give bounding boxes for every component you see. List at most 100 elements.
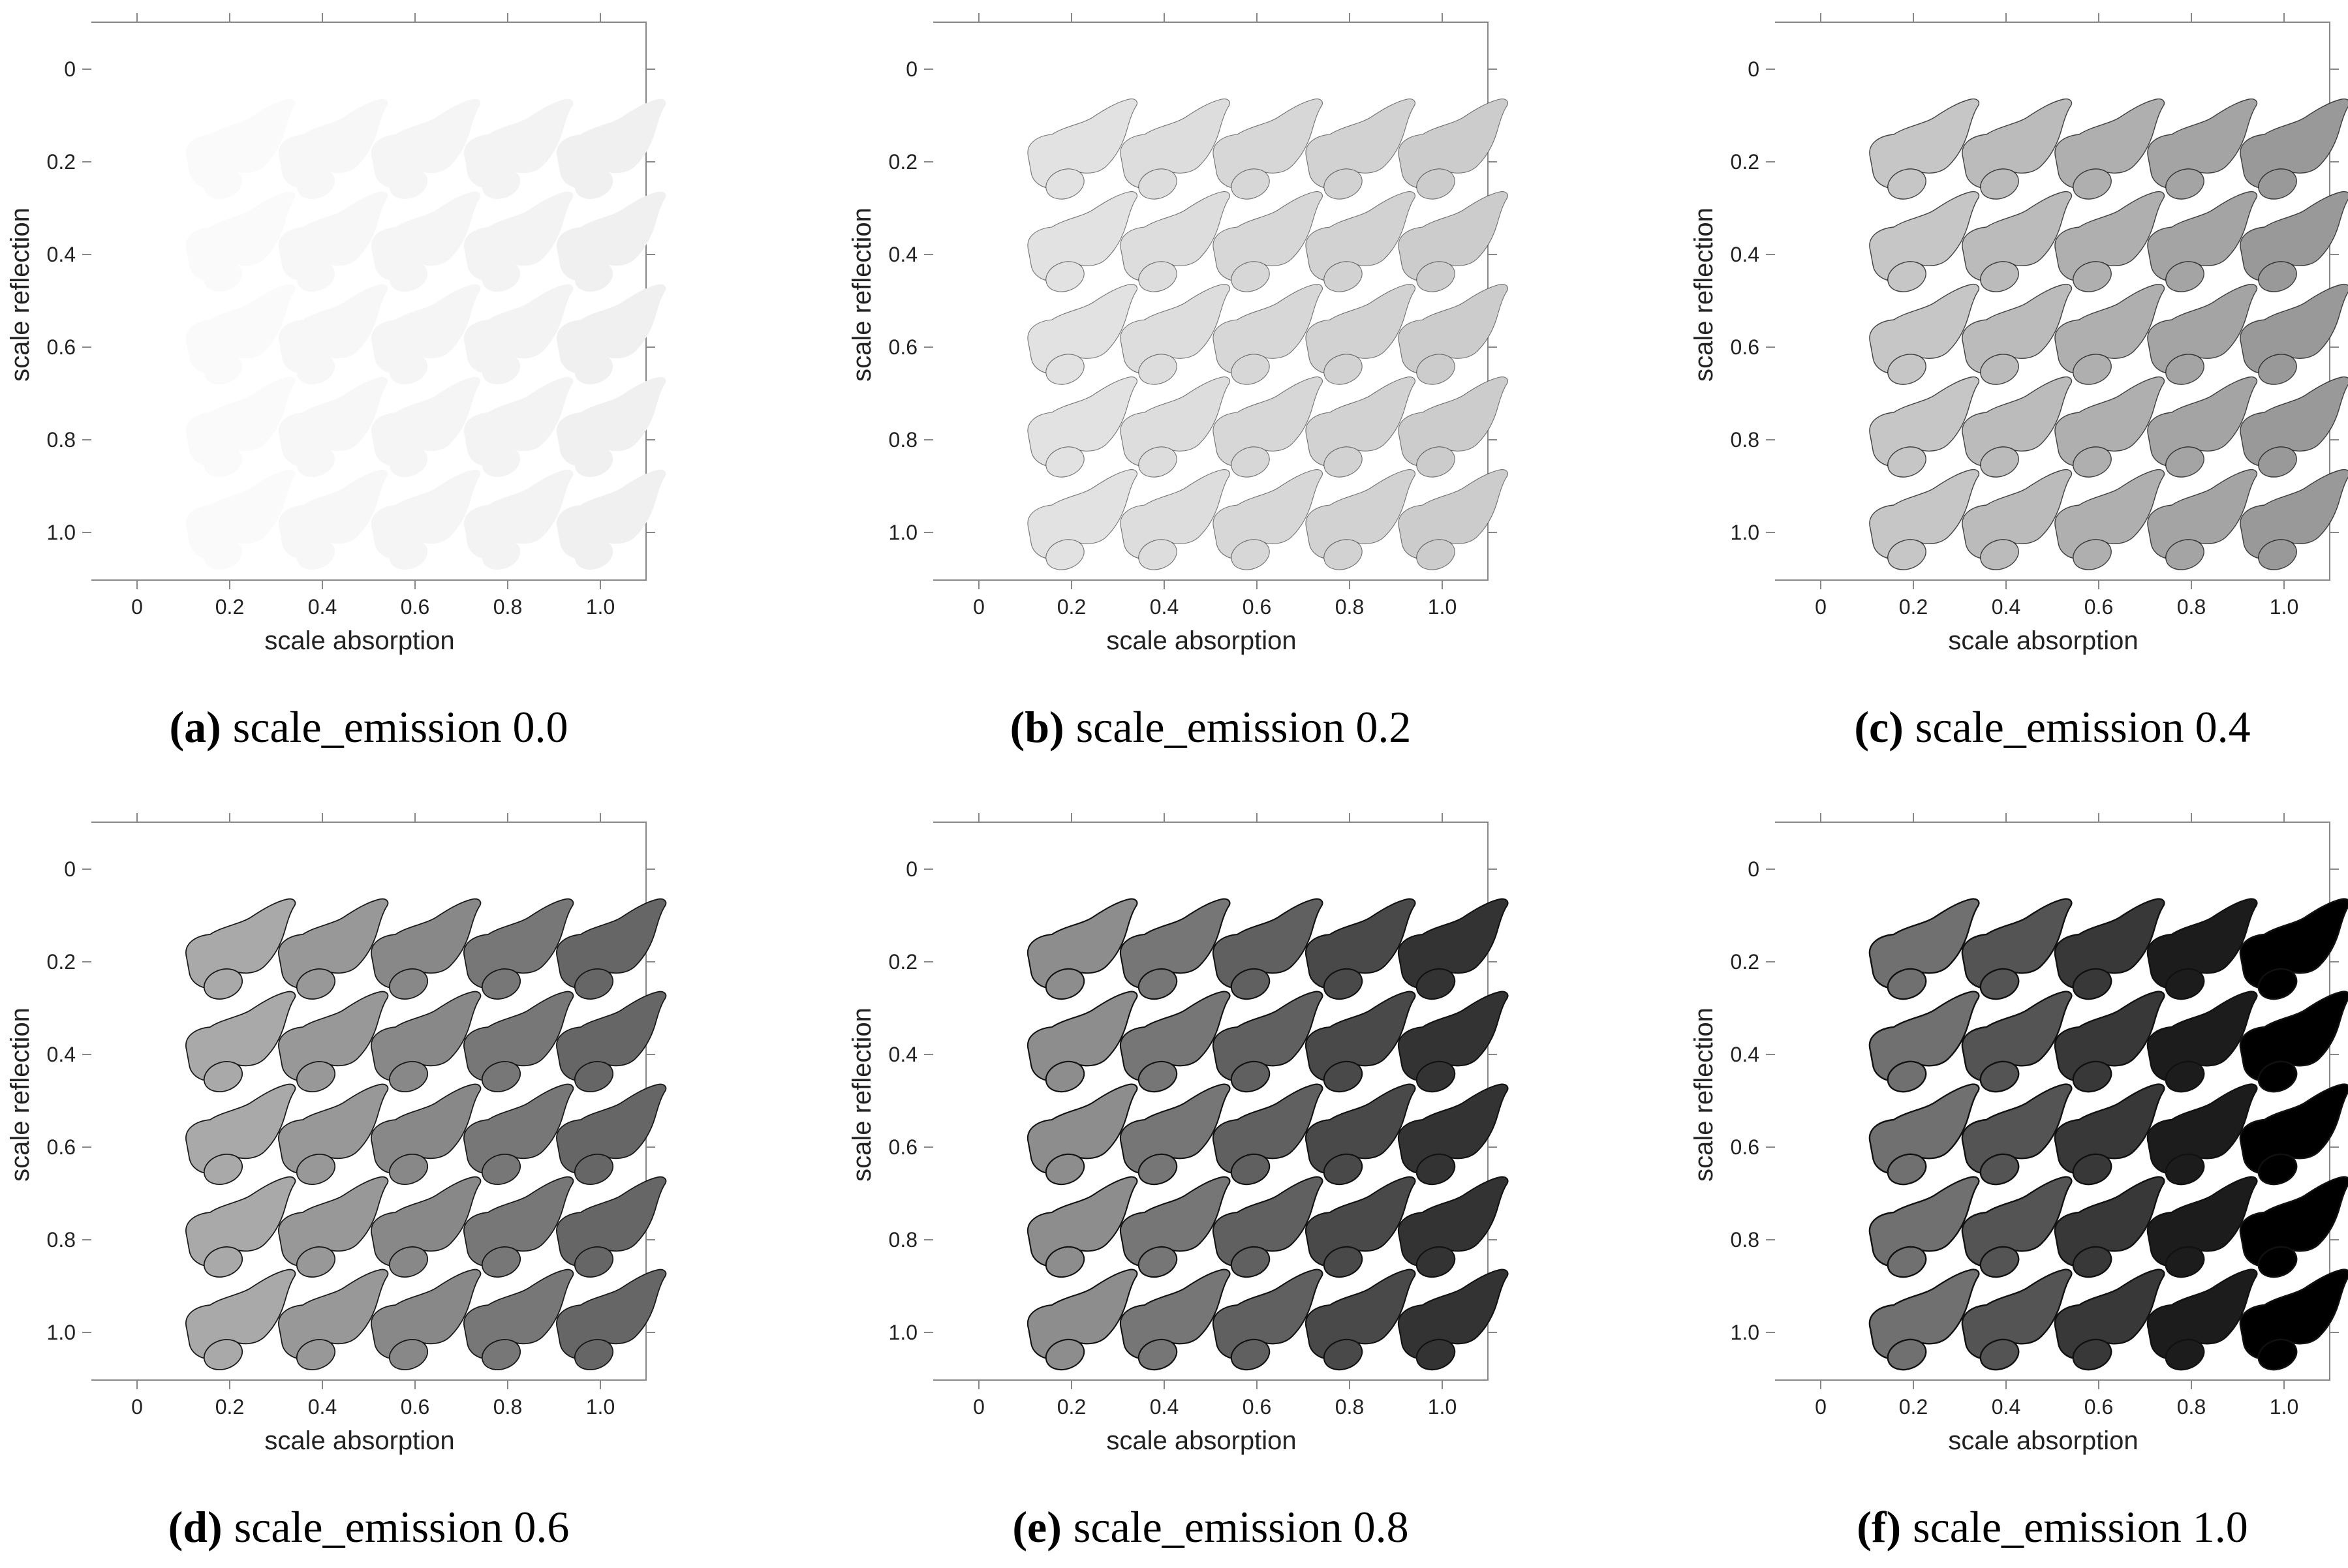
- y-tick-label: 0.8: [47, 1228, 76, 1252]
- render-cell: [2239, 1268, 2348, 1376]
- y-tick-label: 0.8: [889, 1228, 918, 1252]
- y-axis-title: scale reflection: [6, 1007, 35, 1182]
- panel-b: 0 0.2 0.4 0.6 0.8 1.0 0 0.2 0.4 0.6 0.8 1.0 scale ab…: [848, 13, 1508, 752]
- panel-caption: (a) scale_emission 0.0: [170, 702, 568, 752]
- render-cell: [556, 99, 666, 204]
- render-cell: [2239, 1083, 2348, 1191]
- y-tick-label: 0.6: [1731, 1135, 1759, 1159]
- caption-text: scale_emission 0.8: [1074, 1502, 1409, 1552]
- y-tick-label: 0.6: [47, 335, 76, 359]
- x-tick-label: 1.0: [2270, 1395, 2298, 1419]
- panel-a: 0 0.2 0.4 0.6 0.8 1.0 0 0.2 0.4 0.6 0.8 1.0 scale ab…: [6, 13, 666, 752]
- x-tick-label: 0.8: [493, 1395, 522, 1419]
- y-tick-label: 1.0: [47, 1321, 76, 1344]
- y-axis-title: scale reflection: [848, 1007, 876, 1182]
- x-tick-label: 0.8: [1335, 595, 1364, 619]
- x-axis-title: scale absorption: [1948, 1426, 2138, 1455]
- render-cell: [556, 1083, 667, 1190]
- render-cell: [556, 284, 666, 390]
- caption-letter: (c): [1854, 702, 1903, 752]
- x-tick-label: 0.6: [2084, 595, 2113, 619]
- y-tick-label: 0.2: [47, 150, 76, 174]
- x-tick-label: 0.2: [1899, 595, 1928, 619]
- y-tick-label: 0.6: [889, 1135, 918, 1159]
- y-tick-label: 1.0: [1731, 1321, 1759, 1344]
- panel-d: 0 0.2 0.4 0.6 0.8 1.0 0 0.2 0.4 0.6 0.8 1.0 scale ab…: [6, 813, 667, 1552]
- y-tick-label: 0.8: [1731, 1228, 1759, 1252]
- y-tick-label: 0.8: [47, 428, 76, 452]
- x-axis-title: scale absorption: [264, 1426, 454, 1455]
- panel-caption: (d) scale_emission 0.6: [168, 1502, 570, 1552]
- panel-caption: (f) scale_emission 1.0: [1857, 1502, 2248, 1552]
- y-tick-label: 0: [1748, 857, 1759, 881]
- caption-text: scale_emission 0.4: [1915, 702, 2251, 752]
- x-tick-label: 0.2: [215, 1395, 244, 1419]
- caption-letter: (d): [168, 1502, 223, 1552]
- x-tick-label: 1.0: [586, 1395, 615, 1419]
- y-tick-label: 1.0: [889, 521, 918, 544]
- panel-e: 0 0.2 0.4 0.6 0.8 1.0 0 0.2 0.4 0.6 0.8 1.0 scale ab…: [848, 813, 1509, 1552]
- y-axis-title: scale reflection: [848, 208, 876, 382]
- x-tick-label: 0: [131, 1395, 143, 1419]
- x-tick-label: 0.4: [308, 1395, 337, 1419]
- y-tick-label: 0.2: [1731, 950, 1759, 974]
- y-axis-title: scale reflection: [6, 208, 35, 382]
- y-tick-label: 0.6: [47, 1135, 76, 1159]
- render-cell: [1398, 284, 1508, 390]
- x-tick-label: 1.0: [1428, 1395, 1457, 1419]
- render-cell: [1397, 991, 1509, 1098]
- x-tick-label: 0.8: [2177, 595, 2206, 619]
- render-cell: [1397, 1083, 1509, 1190]
- y-tick-label: 0: [64, 857, 76, 881]
- render-cell: [2239, 898, 2348, 1006]
- x-tick-label: 0.4: [1992, 1395, 2020, 1419]
- x-tick-label: 0.8: [1335, 1395, 1364, 1419]
- x-tick-label: 1.0: [2270, 595, 2298, 619]
- y-tick-label: 1.0: [889, 1321, 918, 1344]
- render-cell: [2240, 283, 2348, 390]
- caption-text: scale_emission 0.0: [233, 702, 568, 752]
- caption-letter: (a): [170, 702, 221, 752]
- render-cell: [2240, 191, 2348, 298]
- x-axis-title: scale absorption: [1106, 1426, 1296, 1455]
- y-axis-title: scale reflection: [1690, 208, 1718, 382]
- x-tick-label: 1.0: [586, 595, 615, 619]
- render-cell: [2240, 469, 2348, 576]
- y-tick-label: 0.6: [889, 335, 918, 359]
- y-tick-label: 0: [906, 57, 918, 81]
- render-cell: [556, 191, 666, 297]
- caption-text: scale_emission 0.6: [234, 1502, 570, 1552]
- y-tick-label: 0.8: [1731, 428, 1759, 452]
- render-cell: [556, 898, 667, 1005]
- render-cell: [556, 469, 666, 575]
- x-tick-label: 0.6: [1243, 595, 1271, 619]
- caption-text: scale_emission 1.0: [1913, 1502, 2248, 1552]
- x-tick-label: 0.8: [2177, 1395, 2206, 1419]
- x-tick-label: 0.4: [1150, 595, 1179, 619]
- caption-text: scale_emission 0.2: [1076, 702, 1412, 752]
- caption-letter: (f): [1857, 1502, 1901, 1552]
- y-tick-label: 0.4: [889, 1043, 918, 1066]
- x-tick-label: 0.6: [2084, 1395, 2113, 1419]
- render-cell: [2240, 376, 2348, 483]
- x-tick-label: 0: [1815, 1395, 1827, 1419]
- panel-f: 0 0.2 0.4 0.6 0.8 1.0 0 0.2 0.4 0.6 0.8 1.0 scale ab…: [1690, 813, 2348, 1552]
- y-tick-label: 0.2: [889, 150, 918, 174]
- y-tick-label: 0.2: [889, 950, 918, 974]
- y-tick-label: 0.2: [47, 950, 76, 974]
- render-cell: [2239, 1176, 2348, 1284]
- x-tick-label: 0.2: [1899, 1395, 1928, 1419]
- y-tick-label: 0.2: [1731, 150, 1759, 174]
- render-cell: [1398, 377, 1508, 483]
- y-tick-label: 0.4: [1731, 1043, 1759, 1066]
- y-tick-label: 0.4: [47, 243, 76, 266]
- x-tick-label: 0.2: [215, 595, 244, 619]
- caption-letter: (e): [1012, 1502, 1061, 1552]
- x-tick-label: 0.4: [1150, 1395, 1179, 1419]
- y-tick-label: 1.0: [1731, 521, 1759, 544]
- x-tick-label: 1.0: [1428, 595, 1457, 619]
- render-cell: [1398, 99, 1508, 205]
- render-cell: [556, 377, 666, 482]
- y-tick-label: 1.0: [47, 521, 76, 544]
